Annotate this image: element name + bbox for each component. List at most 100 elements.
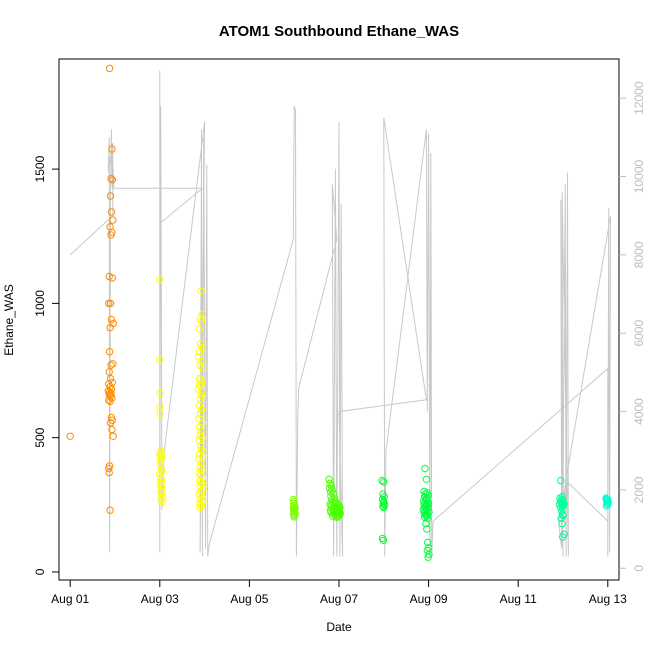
data-point [424,514,432,522]
y-tick-label-left: 500 [33,427,47,447]
x-axis: Aug 01 Aug 03 Aug 05 Aug 07 Aug 09 Aug 11 Aug … [51,579,627,606]
data-point [105,299,113,308]
x-tick-label: Aug 13 [589,592,627,606]
data-point [196,423,204,431]
series-3 [289,495,299,521]
data-point [196,499,204,508]
data-point [424,553,432,561]
data-point [106,392,115,400]
data-point [380,503,388,512]
data-point [105,468,113,477]
data-point [558,533,567,541]
data-point [108,145,116,153]
data-point [156,459,164,467]
x-tick-label: Aug 07 [320,592,358,606]
data-point [422,519,430,528]
x-tick-label: Aug 11 [500,592,537,606]
data-point [107,174,115,183]
y-tick-label-left: 0 [33,568,47,575]
data-point [379,502,387,510]
data-point [422,512,431,520]
data-point [108,274,117,282]
y-tick-label-left: 1500 [33,155,47,182]
data-point [602,502,611,510]
x-tick-label: Aug 09 [410,592,448,606]
data-point [557,514,565,522]
series-2 [156,275,208,512]
data-point [106,374,115,383]
secondary-line [69,70,611,557]
data-point [106,419,115,427]
data-point [195,325,203,333]
data-point [107,315,116,324]
data-point [604,501,612,509]
data-point [199,452,207,461]
data-point [197,317,206,325]
x-tick-label: Aug 03 [141,592,179,606]
data-point [421,464,429,473]
data-point [106,397,114,406]
data-point [196,409,205,418]
data-point [156,356,164,364]
data-point [107,231,115,239]
y-tick-label-right: 12000 [632,81,646,115]
data-point [198,364,207,372]
data-point [156,409,164,418]
data-point [196,361,204,369]
data-point [196,340,205,348]
data-point [602,496,611,505]
y-tick-label-right: 0 [632,565,646,572]
data-point [197,357,205,365]
data-point [379,499,388,507]
y-tick-label-right: 6000 [632,320,646,347]
y-axis-left: 0 500 1000 1500 [33,155,59,575]
data-point [326,506,335,514]
series-8 [602,494,612,510]
data-point [423,525,431,533]
data-point [336,510,344,518]
data-point [197,501,206,509]
data-point [197,287,205,295]
data-point [105,396,113,404]
data-point [109,432,117,440]
data-point [198,344,206,352]
y-tick-label-right: 2000 [632,476,646,503]
data-point [195,401,203,410]
y-axis-right: 0 2000 4000 6000 8000 10000 12000 [619,81,646,572]
data-point [195,455,203,463]
series-6 [419,464,433,561]
data-point [558,519,566,528]
data-point [106,506,114,514]
data-point [380,478,388,486]
data-point [66,432,74,440]
series-7 [555,476,568,541]
data-point [196,381,204,389]
data-point [195,436,203,445]
data-point [379,536,388,544]
y-tick-label-right: 10000 [632,160,646,194]
x-axis-label: Date [326,620,352,634]
data-point [105,464,113,473]
data-point [557,503,565,512]
data-point [158,498,166,506]
points-layer [66,64,612,561]
chart-title: ATOM1 Southbound Ethane_WAS [219,23,459,40]
y-axis-label: Ethane_WAS [2,284,16,356]
data-point [196,503,204,512]
data-point [109,360,117,368]
data-point [156,470,164,478]
data-point [108,176,117,184]
data-point [195,353,203,361]
data-point [105,348,114,356]
data-point [196,442,205,450]
data-point [157,456,165,465]
x-tick-label: Aug 05 [230,592,268,606]
data-point [107,361,115,369]
data-point [107,389,115,398]
data-point [107,208,116,216]
y-tick-label-right: 8000 [632,241,646,268]
data-point [105,368,113,376]
data-point [106,323,114,332]
data-point [106,192,115,200]
